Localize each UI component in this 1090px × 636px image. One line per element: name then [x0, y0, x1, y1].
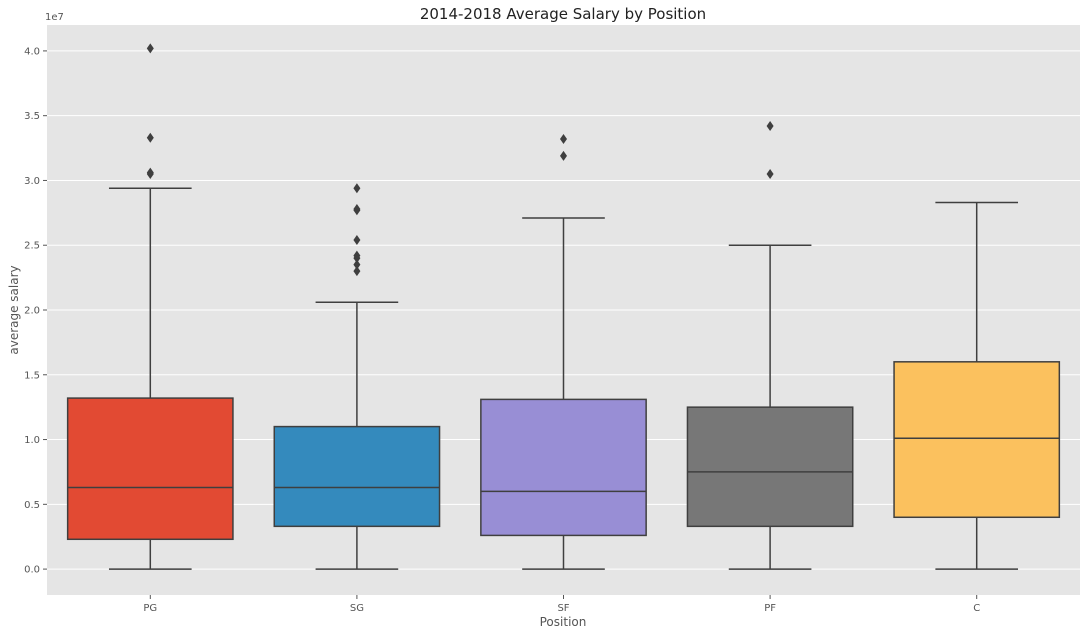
outlier-point	[353, 183, 361, 194]
box-sg	[273, 183, 441, 570]
x-tick-label: SF	[557, 603, 569, 614]
box-pf	[686, 121, 854, 570]
y-axis-ticks: 0.0 0.5 1.0 1.5 2.0 2.5 3.0 3.5 4.0	[24, 46, 47, 576]
outlier-point	[353, 259, 361, 270]
y-tick-label: 0.0	[24, 565, 40, 576]
y-tick-label: 2.5	[24, 241, 40, 252]
box-sf	[480, 134, 647, 570]
y-tick-label: 3.0	[24, 176, 40, 187]
iqr-box	[273, 425, 441, 528]
iqr-box	[893, 361, 1061, 519]
y-axis-label: average salary	[7, 265, 21, 354]
y-tick-label: 1.0	[24, 435, 40, 446]
y-tick-label: 1.5	[24, 370, 40, 381]
outlier-point	[146, 132, 154, 143]
outlier-point	[560, 134, 567, 144]
box-series	[66, 43, 1061, 570]
box-c	[893, 201, 1061, 570]
iqr-box	[66, 397, 234, 541]
x-tick-label: PF	[764, 603, 776, 614]
outlier-point	[353, 235, 361, 246]
chart-title: 2014-2018 Average Salary by Position	[420, 5, 706, 23]
x-tick-label: C	[973, 603, 980, 614]
outlier-point	[146, 43, 154, 54]
outlier-point	[353, 266, 361, 277]
outlier-point	[766, 168, 774, 179]
y-tick-label: 0.5	[24, 500, 40, 511]
y-tick-label: 4.0	[24, 46, 40, 57]
outlier-point	[353, 203, 361, 214]
y-scale-label: 1e7	[45, 12, 64, 23]
y-tick-label: 2.0	[24, 306, 40, 317]
iqr-box	[480, 398, 647, 537]
box-pg	[66, 43, 234, 570]
outlier-point	[766, 121, 774, 132]
x-tick-label: SG	[350, 603, 364, 614]
y-tick-label: 3.5	[24, 111, 40, 122]
x-axis-label: Position	[540, 615, 587, 629]
iqr-box	[686, 406, 854, 528]
x-axis-ticks: PG SG SF PF C	[143, 595, 980, 614]
outlier-point	[146, 167, 154, 178]
outlier-point	[560, 150, 567, 161]
outlier-point	[353, 250, 361, 261]
x-tick-label: PG	[143, 603, 157, 614]
